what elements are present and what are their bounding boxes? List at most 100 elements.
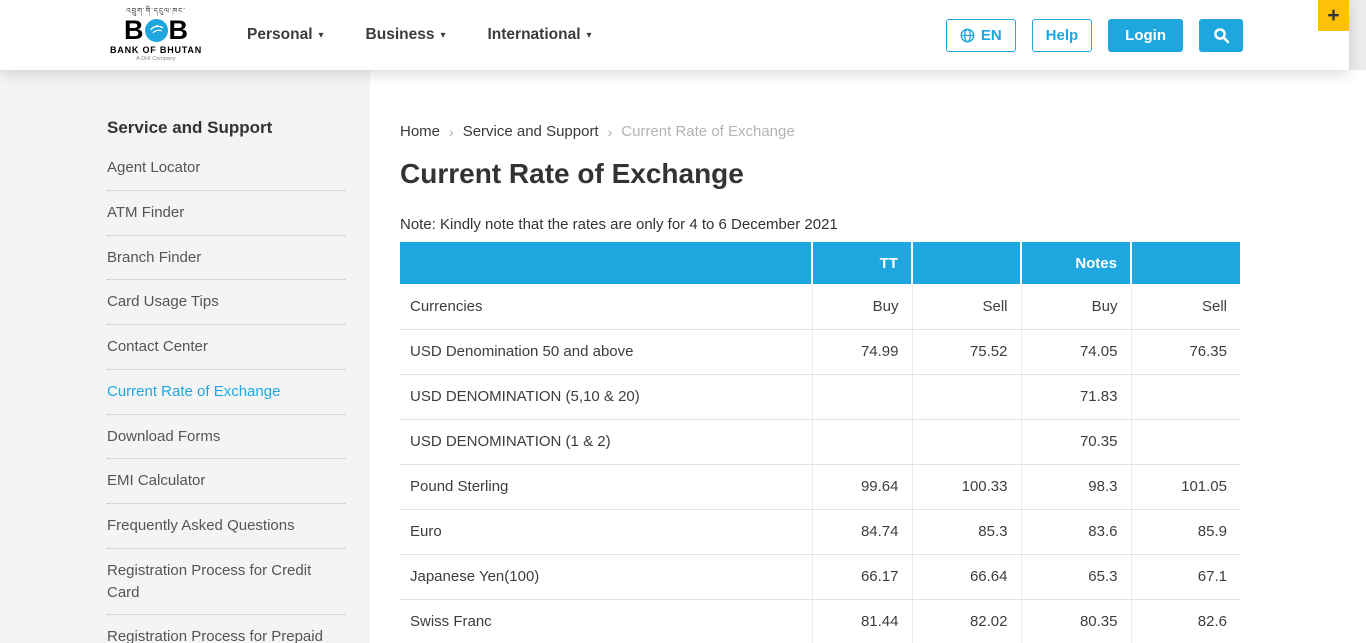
nav-label: Business — [365, 26, 435, 43]
chevron-down-icon — [319, 30, 324, 41]
globe-icon — [960, 28, 975, 43]
sidebar-service-and-support: Service and Support Agent Locator ATM Fi… — [0, 70, 370, 643]
table-row: Japanese Yen(100) 66.17 66.64 65.3 67.1 — [400, 554, 1240, 600]
page-title: Current Rate of Exchange — [400, 158, 744, 189]
help-label: Help — [1045, 26, 1079, 44]
main-menu: Personal Business International — [247, 26, 592, 44]
tt-sell-value: 85.3 — [911, 509, 1021, 555]
table-row: Euro 84.74 85.3 83.6 85.9 — [400, 509, 1240, 555]
logo-bank-name: BANK OF BHUTAN — [110, 44, 203, 55]
sidebar-item-branch-finder[interactable]: Branch Finder — [107, 236, 345, 281]
subheader-currencies: Currencies — [400, 284, 812, 330]
breadcrumb-service-and-support[interactable]: Service and Support — [462, 123, 599, 140]
sidebar-item-registration-credit-card[interactable]: Registration Process for Credit Card — [107, 549, 345, 616]
notes-sell-value — [1130, 374, 1240, 420]
logo-bob-mark: B B — [124, 14, 189, 45]
notes-sell-value: 82.6 — [1130, 599, 1240, 643]
sidebar-item-current-rate-of-exchange[interactable]: Current Rate of Exchange — [107, 370, 345, 415]
tt-sell-value — [911, 419, 1021, 465]
subheader-notes-sell: Sell — [1130, 284, 1240, 330]
notes-sell-value — [1130, 419, 1240, 465]
group-header-notes: Notes — [1020, 242, 1131, 284]
search-icon — [1213, 27, 1230, 44]
notes-buy-value: 70.35 — [1020, 419, 1131, 465]
accessibility-plus-button[interactable]: + — [1318, 0, 1349, 31]
scrollbar-gutter — [1349, 0, 1366, 70]
notes-sell-value: 76.35 — [1130, 329, 1240, 375]
search-button[interactable] — [1199, 18, 1243, 52]
rates-note: Note: Kindly note that the rates are onl… — [400, 216, 838, 233]
breadcrumb-current-page: Current Rate of Exchange — [621, 123, 795, 140]
tt-sell-value: 66.64 — [911, 554, 1021, 600]
currency-name: USD DENOMINATION (1 & 2) — [400, 419, 812, 465]
login-label: Login — [1125, 26, 1166, 44]
table-row: USD Denomination 50 and above 74.99 75.5… — [400, 329, 1240, 375]
logo-letter-b: B — [124, 14, 144, 45]
group-header-empty — [911, 242, 1021, 284]
logo-letter-b: B — [168, 14, 189, 45]
language-label: EN — [980, 26, 1002, 44]
currency-name: Pound Sterling — [400, 464, 812, 510]
logo-dzongkha-script: འབྲུག་གི་དངུལ་ཁང་ — [126, 7, 186, 15]
group-header-empty — [1130, 242, 1240, 284]
notes-sell-value: 85.9 — [1130, 509, 1240, 555]
currency-name: Japanese Yen(100) — [400, 554, 812, 600]
tt-buy-value: 84.74 — [811, 509, 912, 555]
nav-international[interactable]: International — [488, 26, 592, 44]
sidebar-item-faq[interactable]: Frequently Asked Questions — [107, 504, 345, 549]
nav-business[interactable]: Business — [366, 26, 446, 44]
logo-tagline: A DHI Company — [136, 55, 176, 62]
tt-buy-value: 99.64 — [811, 464, 912, 510]
nav-personal[interactable]: Personal — [247, 26, 324, 44]
tt-buy-value: 74.99 — [811, 329, 912, 375]
table-group-header-row: TT Notes — [400, 242, 1240, 284]
notes-buy-value: 71.83 — [1020, 374, 1131, 420]
chevron-right-icon — [608, 124, 613, 140]
notes-buy-value: 65.3 — [1020, 554, 1131, 600]
sidebar-item-atm-finder[interactable]: ATM Finder — [107, 191, 345, 236]
bank-of-bhutan-logo[interactable]: འབྲུག་གི་དངུལ་ཁང་ B B BANK OF BHUTAN A D… — [110, 8, 202, 63]
language-button[interactable]: EN — [945, 18, 1016, 52]
table-subheader-row: Currencies Buy Sell Buy Sell — [400, 284, 1240, 330]
sidebar-item-card-usage-tips[interactable]: Card Usage Tips — [107, 280, 345, 325]
nav-label: International — [487, 26, 581, 43]
notes-sell-value: 101.05 — [1130, 464, 1240, 510]
sidebar-item-registration-prepaid-card[interactable]: Registration Process for Prepaid Card — [107, 615, 345, 643]
nav-label: Personal — [247, 26, 313, 43]
help-button[interactable]: Help — [1031, 18, 1093, 52]
notes-buy-value: 83.6 — [1020, 509, 1131, 555]
notes-buy-value: 80.35 — [1020, 599, 1131, 643]
tt-buy-value — [811, 419, 912, 465]
group-header-tt: TT — [811, 242, 912, 284]
top-navigation-bar: འབྲུག་གི་དངུལ་ཁང་ B B BANK OF BHUTAN A D… — [0, 0, 1349, 70]
sidebar-item-agent-locator[interactable]: Agent Locator — [107, 146, 345, 191]
tt-buy-value: 66.17 — [811, 554, 912, 600]
header-actions: EN Help Login — [945, 18, 1243, 52]
sidebar-item-contact-center[interactable]: Contact Center — [107, 325, 345, 370]
subheader-tt-sell: Sell — [911, 284, 1021, 330]
tt-buy-value — [811, 374, 912, 420]
currency-name: Euro — [400, 509, 812, 555]
main-content: Home Service and Support Current Rate of… — [370, 70, 1366, 643]
currency-name: Swiss Franc — [400, 599, 812, 643]
page-body: Service and Support Agent Locator ATM Fi… — [0, 70, 1366, 643]
chevron-down-icon — [587, 30, 592, 41]
tt-buy-value: 81.44 — [811, 599, 912, 643]
currency-name: USD DENOMINATION (5,10 & 20) — [400, 374, 812, 420]
sidebar-item-emi-calculator[interactable]: EMI Calculator — [107, 459, 345, 504]
chevron-down-icon — [440, 30, 445, 41]
group-header-empty — [400, 242, 812, 284]
notes-buy-value: 98.3 — [1020, 464, 1131, 510]
tt-sell-value: 82.02 — [911, 599, 1021, 643]
exchange-rates-table: TT Notes Currencies Buy Sell Buy Sell US… — [400, 242, 1240, 643]
breadcrumb-home[interactable]: Home — [400, 123, 441, 140]
notes-buy-value: 74.05 — [1020, 329, 1131, 375]
subheader-notes-buy: Buy — [1020, 284, 1131, 330]
login-button[interactable]: Login — [1108, 18, 1183, 52]
subheader-tt-buy: Buy — [811, 284, 912, 330]
table-row: USD DENOMINATION (5,10 & 20) 71.83 — [400, 374, 1240, 420]
tt-sell-value: 75.52 — [911, 329, 1021, 375]
sidebar-item-download-forms[interactable]: Download Forms — [107, 415, 345, 460]
sidebar-title: Service and Support — [107, 118, 273, 137]
globe-circle-icon — [144, 18, 168, 42]
